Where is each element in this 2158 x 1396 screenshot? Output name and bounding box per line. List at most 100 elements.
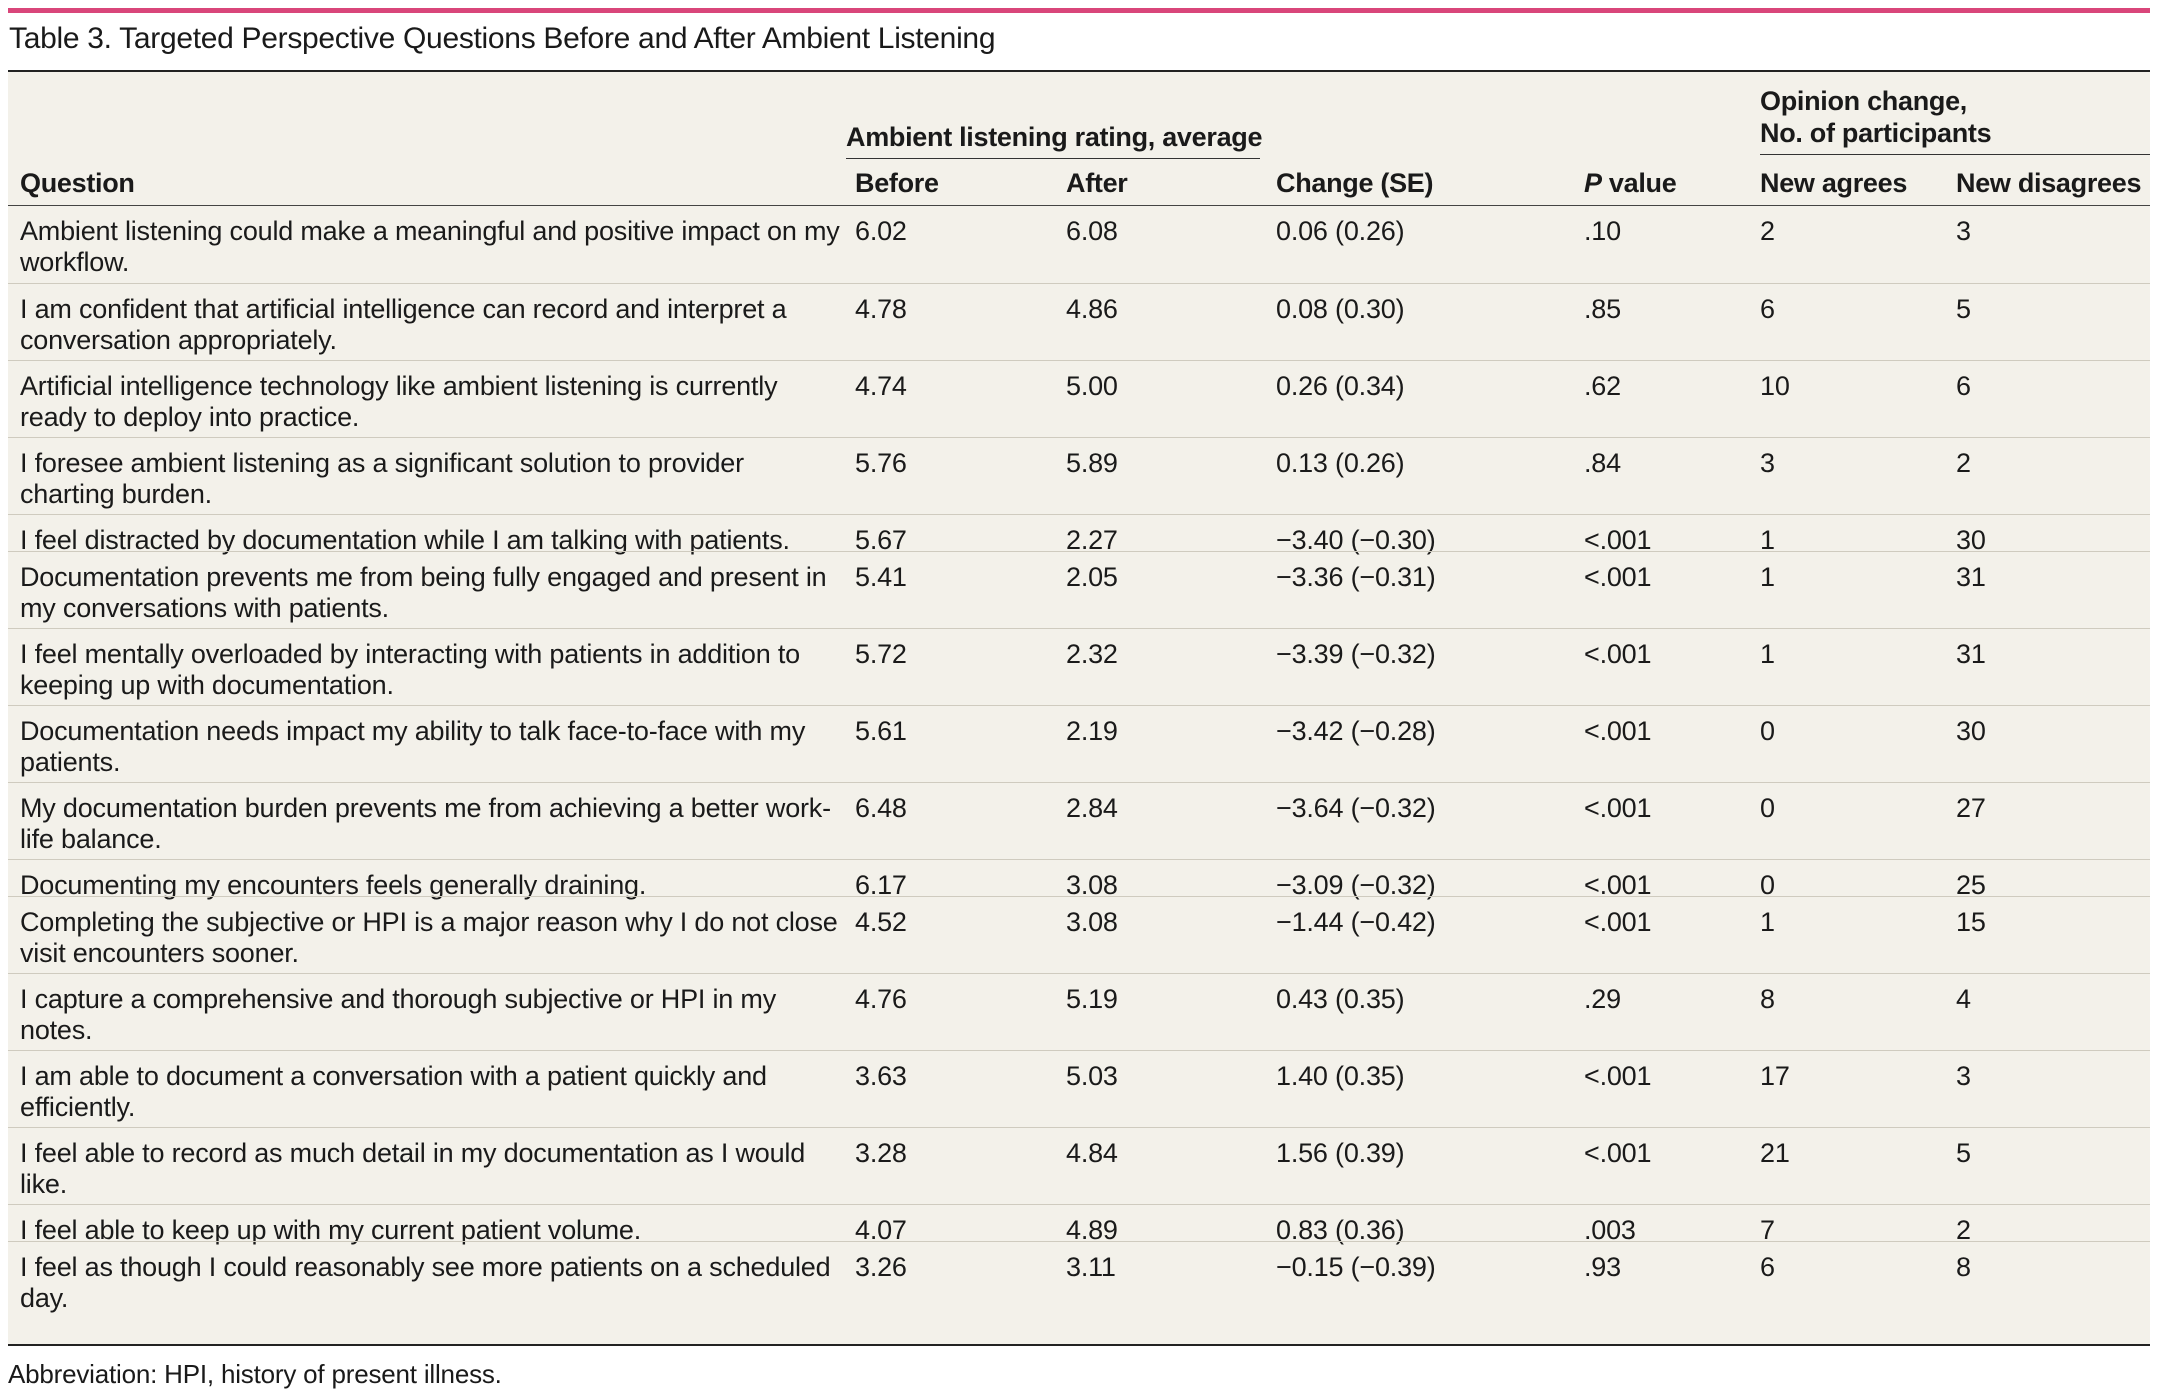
row-after: 5.19 (1066, 984, 1118, 1014)
row-change: −1.44 (−0.42) (1276, 907, 1436, 937)
row-new-agrees: 2 (1760, 216, 1775, 246)
row-before: 6.02 (855, 216, 907, 246)
row-new-agrees: 21 (1760, 1138, 1790, 1168)
row-p-value: .85 (1584, 294, 1621, 324)
row-new-agrees: 1 (1760, 525, 1775, 555)
row-before: 5.76 (855, 448, 907, 478)
row-change: 0.83 (0.36) (1276, 1215, 1405, 1245)
row-p-value: .93 (1584, 1252, 1621, 1282)
row-p-value: <.001 (1584, 525, 1652, 555)
table-header: Ambient listening rating, average Opinio… (8, 72, 2150, 206)
row-question: I am able to document a conversation wit… (20, 1061, 767, 1122)
row-before: 4.07 (855, 1215, 907, 1245)
row-p-value: .003 (1584, 1215, 1636, 1245)
opinion-header-line2: No. of participants (1760, 118, 1992, 148)
row-p-value: <.001 (1584, 870, 1652, 900)
row-question: Artificial intelligence technology like … (20, 371, 778, 432)
row-after: 5.89 (1066, 448, 1118, 478)
table-row: Documenting my encounters feels generall… (8, 859, 2150, 900)
table-row: I feel mentally overloaded by interactin… (8, 628, 2150, 705)
row-new-agrees: 1 (1760, 907, 1775, 937)
row-p-value: <.001 (1584, 907, 1652, 937)
row-after: 3.08 (1066, 907, 1118, 937)
row-question: I feel able to keep up with my current p… (20, 1215, 642, 1245)
row-p-value: <.001 (1584, 639, 1652, 669)
row-new-disagrees: 5 (1956, 1138, 1971, 1168)
row-after: 3.11 (1066, 1252, 1116, 1282)
row-after: 2.32 (1066, 639, 1118, 669)
row-question: My documentation burden prevents me from… (20, 793, 831, 854)
table-row: Artificial intelligence technology like … (8, 360, 2150, 437)
row-p-value: .84 (1584, 448, 1621, 478)
table-title: Table 3. Targeted Perspective Questions … (9, 22, 996, 55)
row-before: 3.28 (855, 1138, 907, 1168)
row-new-agrees: 6 (1760, 294, 1775, 324)
row-new-agrees: 8 (1760, 984, 1775, 1014)
row-new-agrees: 17 (1760, 1061, 1790, 1091)
table-row: I feel as though I could reasonably see … (8, 1241, 2150, 1318)
row-change: 0.26 (0.34) (1276, 371, 1405, 401)
row-new-disagrees: 27 (1956, 793, 1986, 823)
table-row: I feel able to keep up with my current p… (8, 1204, 2150, 1245)
row-change: 0.08 (0.30) (1276, 294, 1405, 324)
row-change: 0.43 (0.35) (1276, 984, 1405, 1014)
row-new-disagrees: 30 (1956, 525, 1986, 555)
row-after: 5.03 (1066, 1061, 1118, 1091)
row-p-value: <.001 (1584, 1061, 1652, 1091)
row-question: I foresee ambient listening as a signifi… (20, 448, 744, 509)
row-before: 6.17 (855, 870, 907, 900)
after-header: After (1066, 168, 1128, 198)
row-change: 0.13 (0.26) (1276, 448, 1405, 478)
row-new-agrees: 0 (1760, 870, 1775, 900)
p-italic: P (1584, 168, 1602, 198)
row-new-disagrees: 4 (1956, 984, 1971, 1014)
row-after: 4.84 (1066, 1138, 1118, 1168)
row-new-disagrees: 30 (1956, 716, 1986, 746)
table-row: Completing the subjective or HPI is a ma… (8, 896, 2150, 973)
opinion-group-rule (1760, 154, 2150, 155)
row-before: 5.61 (855, 716, 907, 746)
row-before: 3.63 (855, 1061, 907, 1091)
row-after: 6.08 (1066, 216, 1118, 246)
row-question: Documentation prevents me from being ful… (20, 562, 827, 623)
row-question: Ambient listening could make a meaningfu… (20, 216, 840, 277)
row-before: 3.26 (855, 1252, 907, 1282)
row-new-agrees: 0 (1760, 716, 1775, 746)
row-before: 4.52 (855, 907, 907, 937)
row-p-value: .62 (1584, 371, 1621, 401)
table-row: I capture a comprehensive and thorough s… (8, 973, 2150, 1050)
row-new-agrees: 1 (1760, 639, 1775, 669)
row-after: 2.84 (1066, 793, 1118, 823)
row-before: 5.67 (855, 525, 907, 555)
row-change: 1.56 (0.39) (1276, 1138, 1405, 1168)
row-change: −3.36 (−0.31) (1276, 562, 1436, 592)
row-question: Completing the subjective or HPI is a ma… (20, 907, 838, 968)
row-new-disagrees: 5 (1956, 294, 1971, 324)
row-new-agrees: 1 (1760, 562, 1775, 592)
row-before: 4.74 (855, 371, 907, 401)
p-value-header: P value (1584, 168, 1677, 199)
row-question: I capture a comprehensive and thorough s… (20, 984, 777, 1045)
row-before: 5.72 (855, 639, 907, 669)
row-new-disagrees: 15 (1956, 907, 1986, 937)
row-after: 2.27 (1066, 525, 1118, 555)
new-agrees-header: New agrees (1760, 168, 1908, 198)
row-new-disagrees: 25 (1956, 870, 1986, 900)
row-question: I feel distracted by documentation while… (20, 525, 790, 555)
row-after: 4.89 (1066, 1215, 1118, 1245)
row-new-disagrees: 3 (1956, 1061, 1971, 1091)
table-row: I feel able to record as much detail in … (8, 1127, 2150, 1204)
row-p-value: <.001 (1584, 562, 1652, 592)
table-row: My documentation burden prevents me from… (8, 782, 2150, 859)
question-header: Question (20, 168, 135, 198)
row-new-disagrees: 31 (1956, 639, 1986, 669)
row-before: 6.48 (855, 793, 907, 823)
row-change: −3.40 (−0.30) (1276, 525, 1436, 555)
row-question: I feel mentally overloaded by interactin… (20, 639, 800, 700)
before-header: Before (855, 168, 939, 198)
rating-group-header: Ambient listening rating, average (846, 122, 1263, 152)
table-row: Documentation prevents me from being ful… (8, 551, 2150, 628)
row-after: 3.08 (1066, 870, 1118, 900)
row-new-agrees: 7 (1760, 1215, 1775, 1245)
row-question: I am confident that artificial intellige… (20, 294, 787, 355)
